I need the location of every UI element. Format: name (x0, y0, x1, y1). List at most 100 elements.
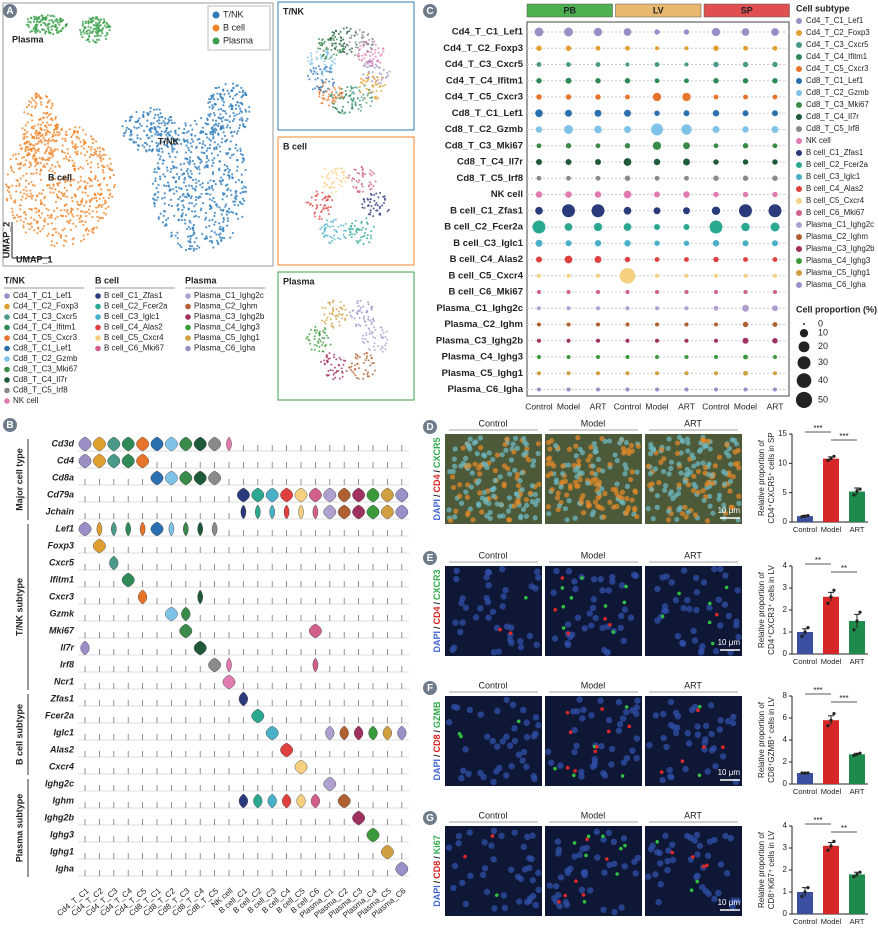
cell (528, 583, 535, 590)
dot (624, 126, 631, 133)
umap-point (51, 119, 54, 122)
umap-point (385, 342, 388, 345)
cell (464, 494, 471, 500)
umap-point (24, 163, 27, 166)
umap-point (184, 222, 187, 225)
cell (510, 441, 516, 447)
umap-point (45, 105, 48, 108)
cell (580, 493, 586, 499)
umap-point (213, 114, 216, 117)
umap-point (172, 192, 176, 195)
cell (648, 451, 654, 457)
umap-point (88, 29, 91, 32)
umap-point (225, 224, 229, 227)
violin (309, 487, 322, 503)
legend-swatch (4, 314, 10, 320)
cell (598, 742, 605, 750)
umap-point (331, 221, 334, 224)
cell (494, 743, 501, 750)
legend-label: Plasma_C4_Ighg3 (194, 323, 260, 332)
cell (632, 505, 638, 511)
umap-point (354, 374, 357, 377)
umap-point (233, 118, 236, 121)
umap-point (89, 153, 93, 156)
umap-point (359, 239, 362, 242)
umap-point (214, 119, 218, 122)
umap-point (15, 214, 19, 217)
umap-point (375, 192, 378, 195)
legend-swatch (796, 234, 802, 240)
umap-point (237, 104, 240, 108)
cell (592, 614, 599, 622)
cell (453, 567, 460, 575)
cell (734, 587, 741, 594)
umap-point (137, 119, 140, 122)
cell (452, 619, 459, 626)
cell (717, 565, 724, 573)
umap-point (214, 103, 217, 106)
umap-point (61, 194, 65, 197)
cell (671, 724, 678, 731)
umap-point (173, 121, 176, 124)
umap-point (341, 375, 344, 378)
umap-point (59, 234, 62, 237)
umap-point (29, 195, 32, 198)
umap-point (221, 99, 224, 102)
umap-point (222, 218, 226, 221)
umap-point (155, 199, 158, 202)
cell (618, 582, 626, 589)
umap-point (39, 123, 43, 126)
umap-point (331, 44, 334, 47)
umap-point (360, 311, 363, 314)
violin (352, 487, 365, 503)
stain-spot (677, 591, 681, 596)
dot (625, 306, 630, 311)
umap-point (378, 66, 381, 69)
dot (535, 206, 543, 215)
umap-point (228, 120, 231, 123)
umap-point (81, 167, 84, 170)
cell (686, 605, 693, 613)
cell (630, 571, 638, 579)
umap-point (47, 156, 50, 160)
umap-point (311, 204, 314, 207)
umap-point (334, 315, 337, 318)
umap-point (212, 246, 215, 249)
umap-point (361, 173, 364, 176)
umap-point (15, 190, 18, 193)
umap-point (335, 177, 338, 180)
data-point (855, 752, 859, 756)
umap-point (215, 233, 218, 236)
umap-point (377, 344, 380, 347)
gene-label: Ighg3 (50, 829, 74, 839)
cell (685, 448, 691, 454)
violin (193, 640, 207, 656)
cell (588, 712, 595, 719)
legend-label: B cell_C6_Mki67 (806, 208, 865, 217)
umap-point (34, 100, 37, 103)
umap-point (29, 189, 32, 192)
umap-point (82, 30, 85, 33)
umap-point (323, 197, 326, 200)
umap-point (376, 83, 379, 86)
umap-point (80, 145, 83, 148)
dot (535, 191, 543, 198)
umap-point (350, 227, 353, 230)
cell (530, 772, 537, 780)
umap-point (381, 337, 384, 340)
umap-point (352, 100, 355, 103)
cell (590, 596, 597, 603)
umap-point (74, 143, 77, 146)
umap-point (153, 108, 156, 111)
data-point (832, 712, 836, 716)
umap-point (42, 225, 46, 228)
umap-point (10, 207, 13, 210)
umap-point (52, 128, 56, 132)
umap-point (156, 166, 160, 169)
umap-point (216, 154, 220, 157)
umap-point (188, 219, 191, 223)
legend-header: B cell (95, 275, 119, 285)
umap-point (207, 113, 210, 116)
umap-point (313, 337, 316, 340)
umap-point (42, 165, 45, 168)
